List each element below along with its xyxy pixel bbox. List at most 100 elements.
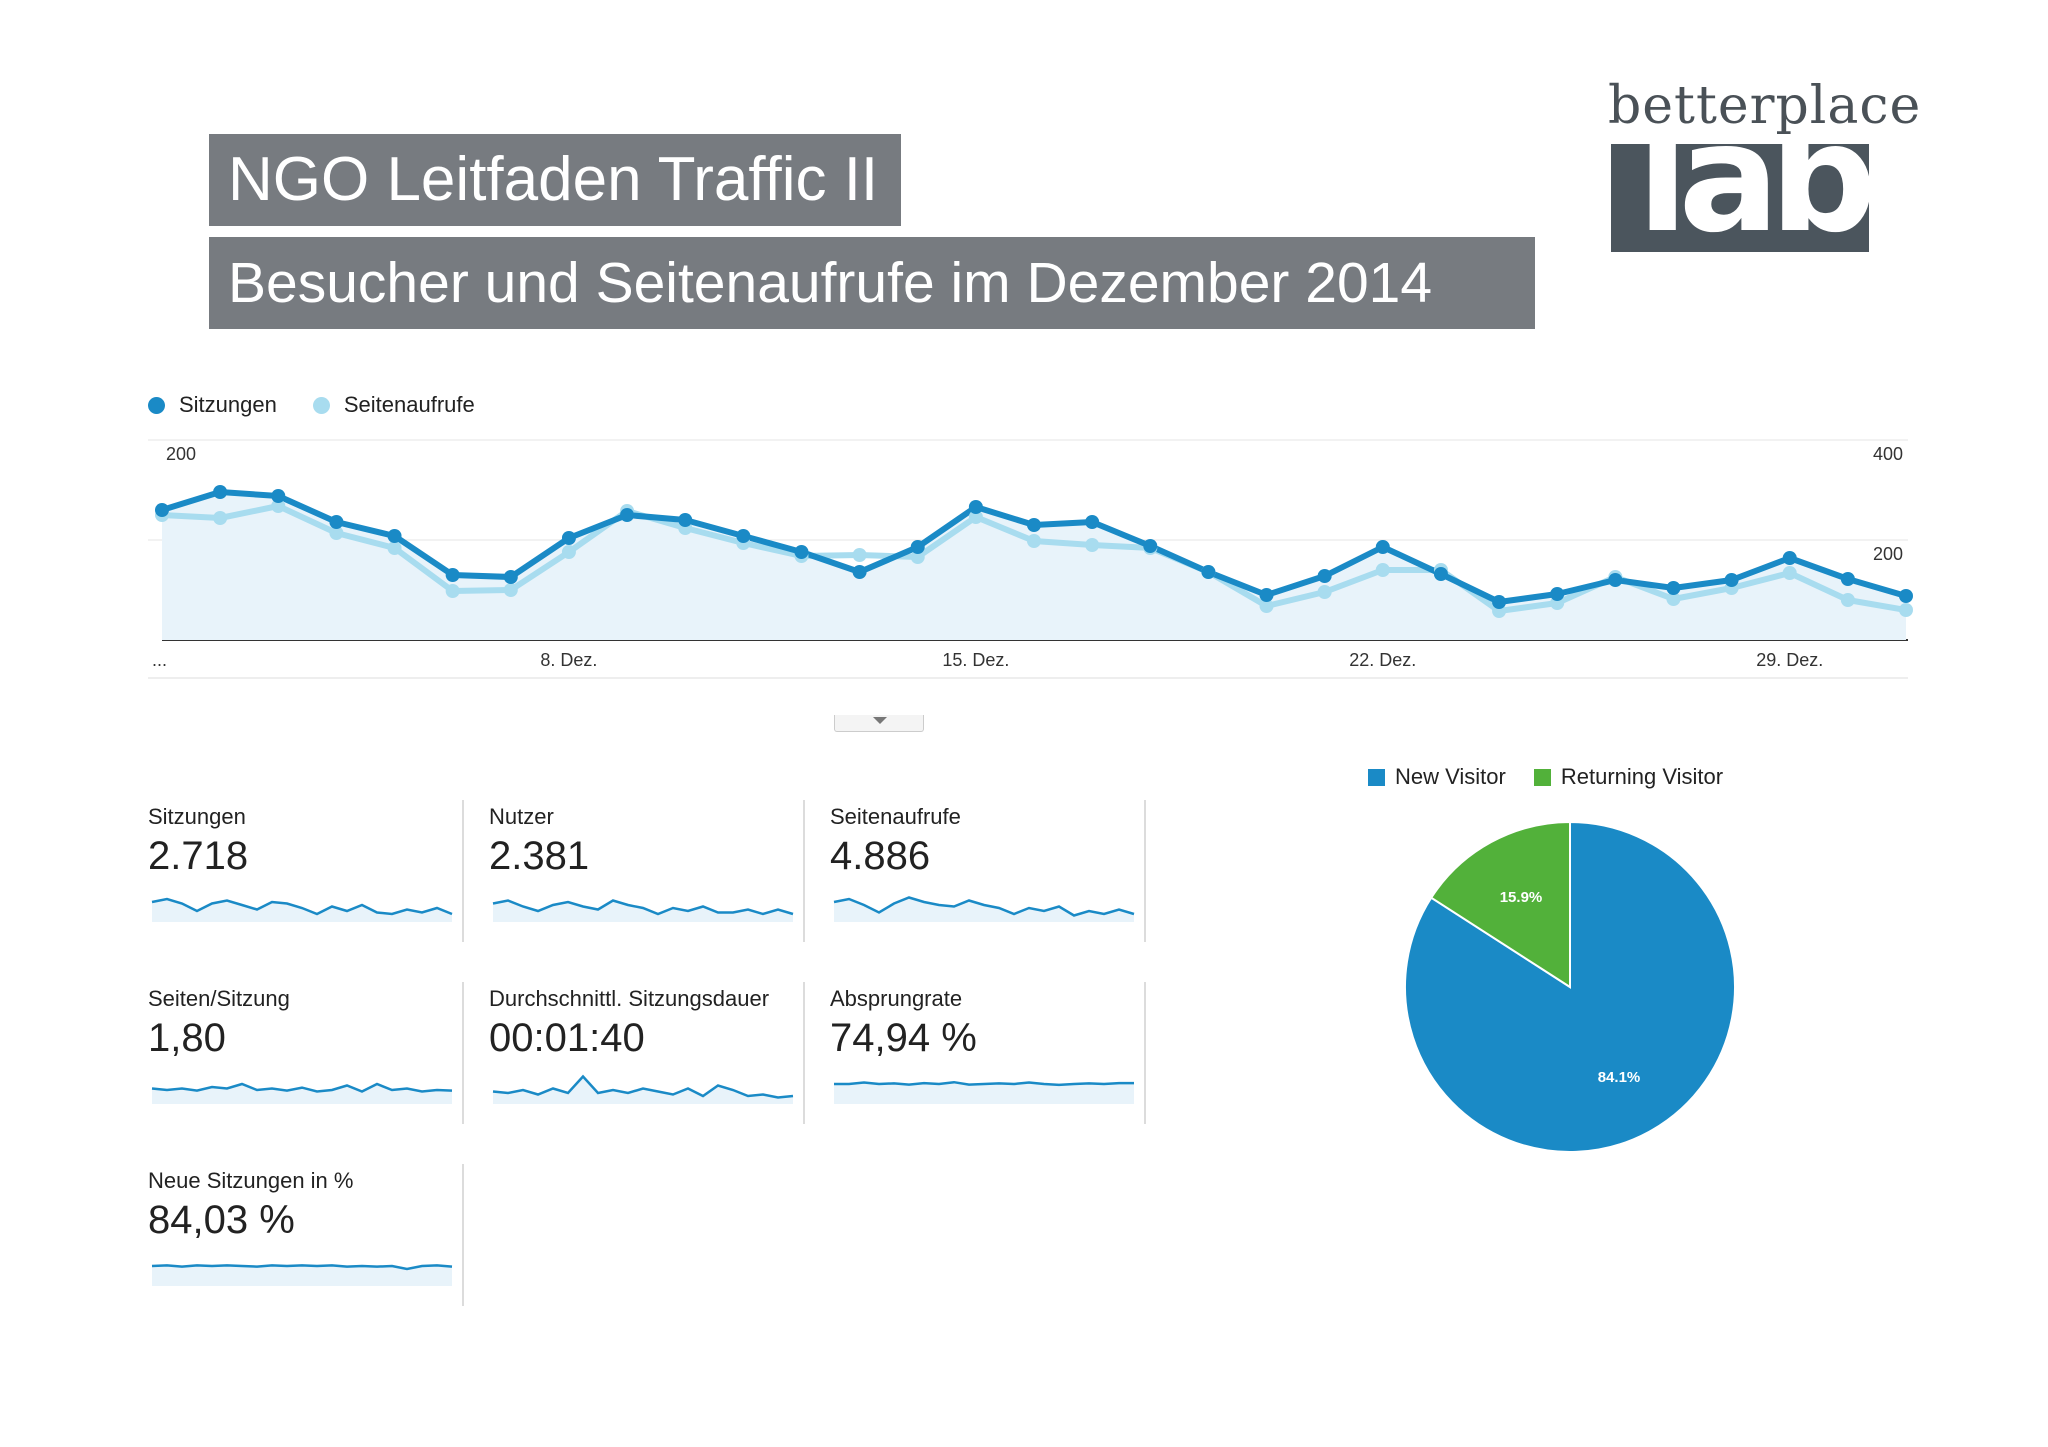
metric-tile[interactable]: Nutzer 2.381: [489, 800, 805, 942]
point-sessions-16[interactable]: [1085, 515, 1100, 529]
metric-value: 84,03 %: [148, 1198, 295, 1242]
point-pageviews-13[interactable]: [910, 550, 925, 564]
point-sessions-19[interactable]: [1259, 588, 1274, 602]
point-sessions-7[interactable]: [561, 531, 576, 545]
point-sessions-6[interactable]: [503, 570, 518, 584]
tile-divider: [462, 800, 464, 942]
point-pageviews-3[interactable]: [329, 526, 344, 540]
x-tick-1: 8. Dez.: [540, 650, 597, 670]
point-pageviews-26[interactable]: [1666, 592, 1681, 606]
legend-label-sessions: Sitzungen: [179, 392, 277, 417]
x-tick-0: ...: [152, 650, 167, 670]
point-sessions-18[interactable]: [1201, 565, 1216, 579]
point-pageviews-6[interactable]: [503, 583, 518, 597]
metric-tile[interactable]: Seiten/Sitzung 1,80: [148, 982, 464, 1124]
point-sessions-5[interactable]: [445, 568, 460, 582]
tile-divider: [462, 982, 464, 1124]
metric-sparkline: [833, 896, 1135, 922]
metric-sparkline: [834, 1080, 1134, 1104]
point-pageviews-30[interactable]: [1899, 603, 1913, 617]
point-sessions-17[interactable]: [1143, 539, 1158, 553]
point-pageviews-12[interactable]: [852, 548, 867, 562]
point-pageviews-29[interactable]: [1840, 593, 1855, 607]
metric-tile[interactable]: Absprungrate 74,94 %: [830, 982, 1146, 1124]
pie-slice-returning-visitor[interactable]: [1429, 820, 1571, 989]
pie-chart-legend: New Visitor Returning Visitor: [1368, 764, 1723, 790]
point-sessions-27[interactable]: [1724, 573, 1739, 587]
tile-divider: [462, 1164, 464, 1306]
point-sessions-26[interactable]: [1666, 581, 1681, 595]
point-pageviews-15[interactable]: [1027, 534, 1041, 548]
point-pageviews-28[interactable]: [1782, 566, 1797, 580]
metric-label: Nutzer: [489, 804, 554, 829]
page-title: NGO Leitfaden Traffic II: [209, 134, 901, 226]
legend-item-pageviews[interactable]: Seitenaufrufe: [312, 392, 475, 418]
point-sessions-13[interactable]: [910, 540, 925, 554]
metric-sparkline: [151, 1082, 453, 1104]
point-sessions-10[interactable]: [736, 529, 751, 543]
point-pageviews-1[interactable]: [213, 511, 228, 525]
metric-tile[interactable]: Durchschnittl. Sitzungsdauer 00:01:40: [489, 982, 805, 1124]
point-sessions-28[interactable]: [1782, 551, 1797, 565]
logo-wordmark: betterplace: [1608, 76, 1922, 136]
sparkline-line: [834, 1080, 1134, 1087]
metric-sparkline: [151, 1264, 453, 1286]
point-sessions-11[interactable]: [794, 545, 809, 559]
y-right-tick-0: 400: [1873, 444, 1903, 464]
x-tick-4: 29. Dez.: [1756, 650, 1823, 670]
legend-swatch-returning-visitor: [1533, 769, 1551, 786]
metric-label: Neue Sitzungen in %: [148, 1168, 354, 1193]
point-pageviews-21[interactable]: [1375, 563, 1390, 577]
point-sessions-12[interactable]: [852, 565, 867, 579]
point-pageviews-4[interactable]: [387, 541, 402, 555]
metric-sparkline: [492, 1074, 794, 1104]
point-sessions-21[interactable]: [1375, 540, 1390, 554]
pie-slice-label: 84.1%: [1598, 1069, 1641, 1086]
point-sessions-23[interactable]: [1492, 595, 1507, 609]
sparkline-line: [151, 897, 453, 916]
tile-divider: [803, 800, 805, 942]
point-pageviews-2[interactable]: [271, 499, 286, 513]
point-sessions-9[interactable]: [678, 513, 693, 527]
y-right-tick-1: 200: [1873, 544, 1903, 564]
point-pageviews-19[interactable]: [1259, 599, 1274, 613]
point-sessions-14[interactable]: [968, 500, 983, 514]
point-sessions-30[interactable]: [1899, 589, 1913, 603]
line-chart-legend: Sitzungen Seitenaufrufe: [148, 392, 475, 418]
sparkline-area: [834, 897, 1134, 922]
legend-item-returning-visitor[interactable]: Returning Visitor: [1533, 764, 1724, 790]
metric-tile[interactable]: Seitenaufrufe 4.886: [830, 800, 1146, 942]
chart-collapse-handle[interactable]: [834, 715, 924, 732]
point-pageviews-16[interactable]: [1085, 538, 1100, 552]
metric-tile[interactable]: Neue Sitzungen in % 84,03 %: [148, 1164, 464, 1306]
point-sessions-0[interactable]: [155, 503, 169, 517]
point-sessions-22[interactable]: [1433, 567, 1448, 581]
point-sessions-2[interactable]: [271, 489, 286, 503]
sparkline-line: [833, 896, 1135, 917]
point-pageviews-20[interactable]: [1317, 585, 1332, 599]
legend-item-sessions[interactable]: Sitzungen: [148, 392, 277, 418]
point-sessions-15[interactable]: [1027, 518, 1041, 532]
point-pageviews-7[interactable]: [561, 545, 576, 559]
point-sessions-3[interactable]: [329, 515, 344, 529]
logo-lab-box: lab: [1611, 144, 1869, 252]
legend-item-new-visitor[interactable]: New Visitor: [1368, 764, 1506, 790]
point-sessions-25[interactable]: [1608, 573, 1623, 587]
sparkline-line: [151, 1264, 453, 1271]
point-sessions-4[interactable]: [387, 529, 402, 543]
legend-label-returning-visitor: Returning Visitor: [1560, 764, 1724, 789]
point-sessions-24[interactable]: [1550, 587, 1565, 601]
point-sessions-29[interactable]: [1840, 572, 1855, 586]
point-pageviews-5[interactable]: [445, 584, 460, 598]
legend-dot-pageviews: [312, 396, 330, 414]
metric-value: 2.718: [148, 834, 249, 878]
point-sessions-8[interactable]: [620, 508, 635, 522]
metric-label: Seitenaufrufe: [830, 804, 961, 829]
sparkline-area: [152, 1265, 452, 1286]
point-pageviews-14[interactable]: [968, 510, 983, 524]
metric-tile[interactable]: Sitzungen 2.718: [148, 800, 464, 942]
point-sessions-1[interactable]: [213, 485, 228, 499]
point-sessions-20[interactable]: [1317, 569, 1332, 583]
sparkline-line: [151, 1082, 453, 1093]
legend-swatch-new-visitor: [1368, 769, 1385, 786]
